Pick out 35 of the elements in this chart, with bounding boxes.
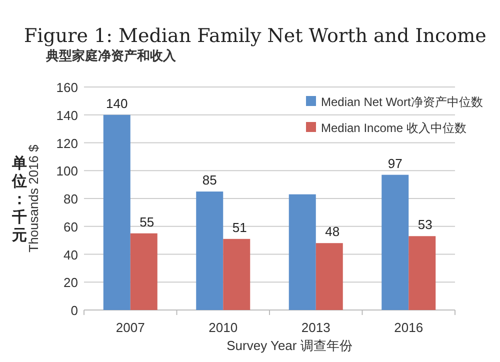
- text: 单位：千元: [11, 155, 27, 244]
- data-label: 48: [325, 224, 340, 240]
- bar: [103, 114, 130, 310]
- y-axis-title: Thousands 2016 $: [26, 144, 41, 252]
- bar: [223, 238, 250, 310]
- data-label: 53: [418, 217, 432, 232]
- y-tick-label: 80: [64, 192, 78, 206]
- bar: [382, 174, 409, 310]
- y-tick-label: 120: [56, 136, 78, 151]
- x-tick-label: 2013: [301, 320, 330, 335]
- y-tick-label: 100: [56, 164, 78, 179]
- y-tick-label: 60: [64, 219, 78, 234]
- x-axis-title: Survey Year 调查年份: [226, 338, 352, 353]
- data-label: 55: [140, 214, 154, 230]
- x-tick-label: 2010: [208, 320, 238, 335]
- bar: [196, 192, 224, 310]
- bar: [408, 236, 436, 310]
- data-label: 85: [202, 172, 217, 188]
- y-tick-label: 140: [56, 108, 78, 123]
- y-tick-label: 0: [70, 303, 78, 318]
- y-tick-label: 20: [64, 275, 78, 290]
- data-label: 97: [388, 156, 402, 171]
- bar: [130, 233, 158, 310]
- bar: [288, 194, 316, 310]
- chart-subtitle: 典型家庭净资产和收入: [45, 48, 177, 63]
- y-tick-label: 160: [56, 80, 78, 95]
- legend-label: Median Net Wort净资产中位数: [321, 95, 483, 109]
- y-tick-label: 40: [64, 247, 78, 262]
- x-tick-label: 2007: [116, 320, 145, 335]
- data-label: 140: [106, 96, 128, 111]
- bar: [316, 243, 343, 310]
- x-tick-label: 2016: [394, 320, 424, 335]
- data-label: 51: [232, 220, 247, 235]
- legend-label: Median Income 收入中位数: [321, 121, 466, 135]
- chart-title: Figure 1: Median Family Net Worth and Income: [24, 25, 486, 47]
